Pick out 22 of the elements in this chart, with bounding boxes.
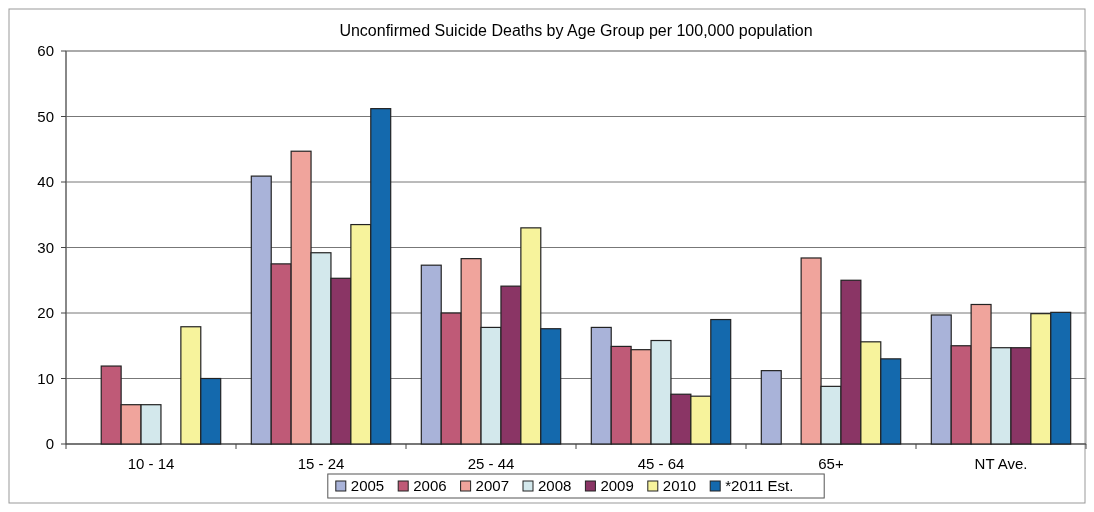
x-tick-label: 45 - 64 (637, 455, 685, 472)
x-tick-label: 15 - 24 (297, 455, 345, 472)
y-tick-label: 10 (37, 369, 54, 387)
chart-title: Unconfirmed Suicide Deaths by Age Group per 100,000 population (339, 22, 813, 39)
bar (760, 370, 782, 445)
legend-label: 2005 (350, 477, 385, 495)
y-tick-label: 0 (45, 435, 54, 453)
y-tick-label: 50 (37, 107, 54, 125)
legend-label: 2006 (413, 477, 447, 495)
y-tick-label: 60 (37, 42, 54, 60)
y-tick-label: 30 (37, 238, 54, 256)
x-tick-label: 25 - 44 (467, 455, 515, 472)
legend-label: *2011 Est. (725, 477, 794, 495)
x-tick-label: NT Ave. (974, 455, 1028, 472)
legend-label: 2008 (538, 477, 572, 495)
y-tick-label: 20 (37, 304, 54, 322)
x-tick-label: 65+ (818, 455, 844, 472)
y-tick-label: 40 (37, 173, 54, 191)
x-tick-label: 10 - 14 (127, 455, 175, 472)
legend-label: 2009 (600, 477, 634, 495)
legend-label: 2010 (662, 477, 697, 495)
legend-label: 2007 (475, 477, 509, 495)
